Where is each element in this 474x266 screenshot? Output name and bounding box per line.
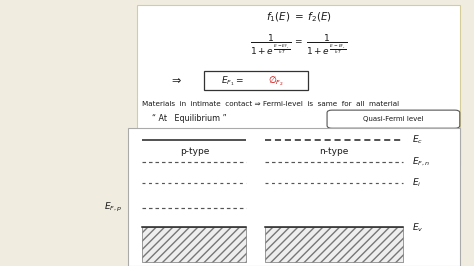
Text: $\varnothing_{F_2}$: $\varnothing_{F_2}$ <box>268 74 284 88</box>
Text: n-type: n-type <box>319 147 349 156</box>
Text: $\dfrac{1}{1+e^{\,\frac{E-E_{F_1}}{kT}}}\;=\;\dfrac{1}{1+e^{\,\frac{E-E_{F_2}}{k: $\dfrac{1}{1+e^{\,\frac{E-E_{F_1}}{kT}}}… <box>250 33 347 57</box>
Text: $E_i$: $E_i$ <box>412 177 422 189</box>
Text: $\Rightarrow$: $\Rightarrow$ <box>169 75 182 85</box>
Text: $E_{F,p}$: $E_{F,p}$ <box>104 201 123 214</box>
Text: $E_c$: $E_c$ <box>412 134 423 146</box>
Text: $f_1(E)\;=\;f_2(E)$: $f_1(E)\;=\;f_2(E)$ <box>266 10 331 24</box>
Text: “ At   Equilibrium ”: “ At Equilibrium ” <box>152 114 227 123</box>
Bar <box>265 227 403 262</box>
Text: Quasi-Fermi level: Quasi-Fermi level <box>363 116 424 122</box>
Bar <box>137 5 460 165</box>
Bar <box>128 128 460 266</box>
Text: $E_{F_1} = $: $E_{F_1} = $ <box>220 74 244 88</box>
Bar <box>142 227 246 262</box>
Text: $E_{F,n}$: $E_{F,n}$ <box>412 156 430 168</box>
Text: $E_v$: $E_v$ <box>412 221 424 234</box>
Text: p-type: p-type <box>180 147 209 156</box>
Bar <box>204 71 308 90</box>
Text: Materials  in  intimate  contact ⇒ Fermi-level  is  same  for  all  material: Materials in intimate contact ⇒ Fermi-le… <box>142 101 399 107</box>
FancyBboxPatch shape <box>327 110 460 128</box>
